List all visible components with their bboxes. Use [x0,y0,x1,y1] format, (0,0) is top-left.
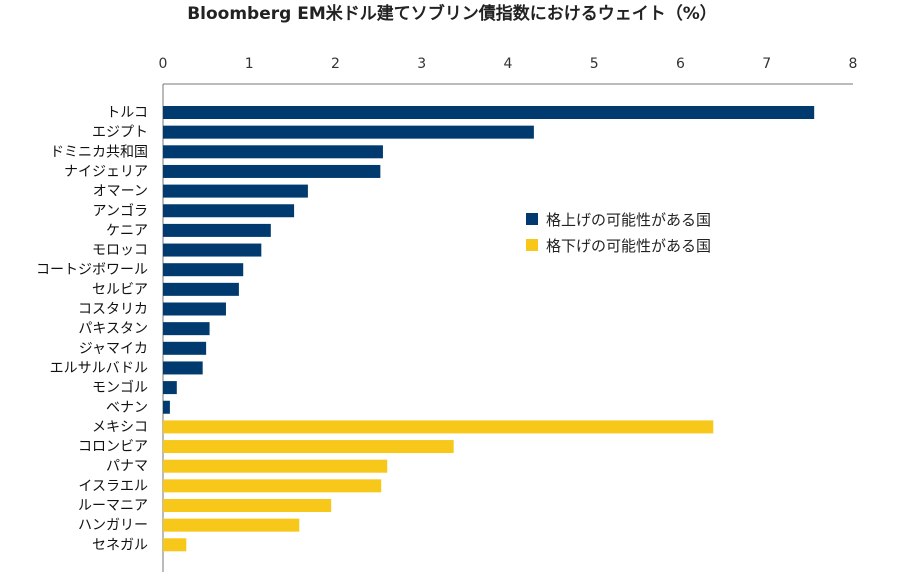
category-label: コスタリカ [78,302,148,318]
x-tick-label: 5 [590,56,599,72]
category-label: ドミニカ共和国 [50,144,148,160]
category-label: コロンビア [78,439,148,455]
legend-swatch-upgrade [526,213,538,225]
bar-downgrade [163,420,714,434]
legend-label-downgrade: 格下げの可能性がある国 [546,237,711,255]
x-tick-labels: 0 1 2 3 4 5 6 7 8 [159,56,858,72]
bar-upgrade [163,145,383,159]
category-label: ケニア [106,223,148,239]
x-tick-label: 3 [417,56,426,72]
bar-upgrade [163,400,170,414]
legend-label-upgrade: 格上げの可能性がある国 [546,211,711,229]
bar-upgrade [163,302,226,316]
legend-swatch-downgrade [526,239,538,251]
bar-downgrade [163,518,300,532]
bar-upgrade [163,341,207,355]
category-label: エジプト [92,125,148,141]
bars [163,106,815,552]
legend: 格上げの可能性がある国 格下げの可能性がある国 [526,211,711,255]
category-labels: トルコエジプトドミニカ共和国ナイジェリアオマーンアンゴラケニアモロッココートジボ… [36,105,148,553]
x-tick-label: 6 [676,56,685,72]
category-label: パナマ [106,459,148,475]
bar-upgrade [163,282,239,296]
category-label: イスラエル [78,478,148,494]
bar-downgrade [163,479,382,493]
bar-downgrade [163,499,332,512]
x-tick-label: 4 [504,56,513,72]
bar-upgrade [163,125,534,139]
category-label: ジャマイカ [79,341,148,357]
category-label: ナイジェリア [64,164,148,180]
category-label: メキシコ [92,419,148,435]
x-tick-label: 8 [849,56,858,72]
category-label: モロッコ [92,243,148,259]
category-label: パキスタン [78,321,148,337]
category-label: コートジボワール [36,262,148,278]
bar-upgrade [163,204,295,218]
category-label: トルコ [106,105,148,121]
category-label: オマーン [93,184,148,200]
x-tick-label: 7 [762,56,771,72]
category-label: エルサルバドル [50,360,148,376]
bar-upgrade [163,243,262,257]
bar-upgrade [163,184,308,198]
bar-upgrade [163,381,177,395]
bar-downgrade [163,538,187,552]
bar-upgrade [163,164,381,178]
bar-upgrade [163,106,815,119]
bar-upgrade [163,361,203,375]
bar-upgrade [163,322,210,336]
x-tick-label: 2 [331,56,340,72]
category-label: ハンガリー [78,518,148,534]
bar-upgrade [163,263,244,277]
category-label: アンゴラ [93,202,148,219]
x-tick-label: 1 [245,56,254,72]
bar-downgrade [163,440,454,454]
category-label: セネガル [92,537,148,553]
chart-title: Bloomberg EM米ドル建てソブリン債指数におけるウェイト（%） [187,3,717,24]
bar-downgrade [163,459,388,473]
category-label: ベナン [106,400,148,416]
category-label: モンゴル [92,379,148,396]
category-label: ルーマニア [78,498,148,514]
bar-upgrade [163,223,271,237]
x-tick-label: 0 [159,56,168,72]
category-label: セルビア [92,282,148,298]
